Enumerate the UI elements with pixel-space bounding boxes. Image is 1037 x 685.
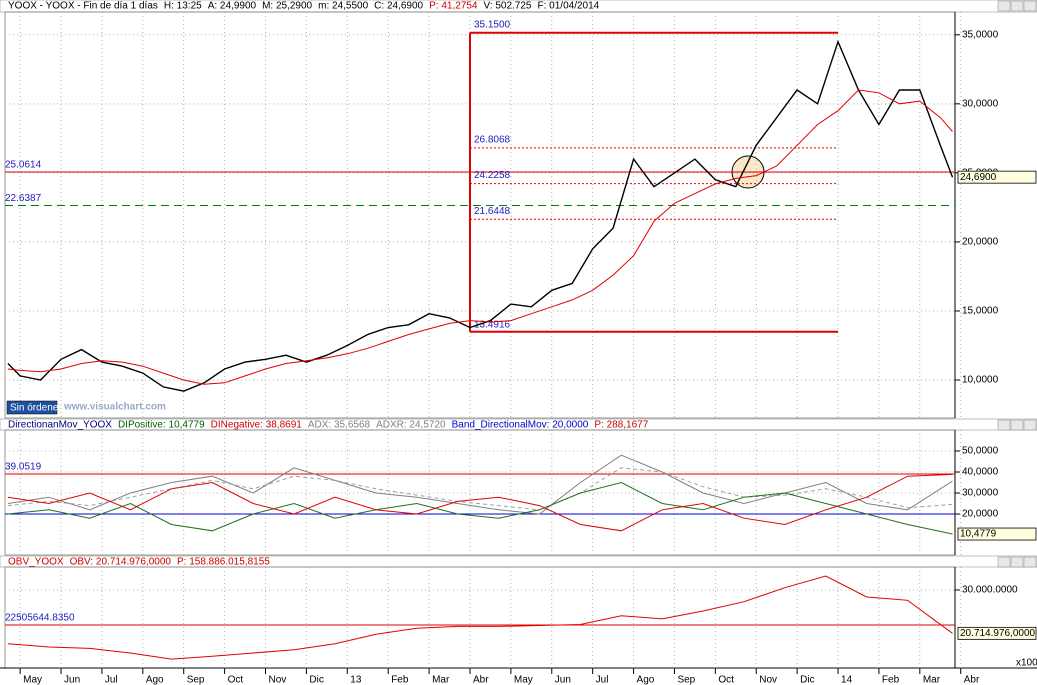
x-tick-label: Jun	[64, 675, 80, 685]
series-line	[7, 575, 953, 660]
level-label: 22.6387	[5, 193, 42, 204]
series-line	[7, 467, 953, 511]
x-tick-label: Oct	[228, 675, 244, 685]
panel-header-text: V: 502.725	[483, 1, 531, 12]
y-tick-label: 10,0000	[962, 375, 999, 386]
panel-header-text: M: 25,2900	[262, 1, 312, 12]
x-tick-label: May	[514, 675, 533, 685]
window-button[interactable]	[997, 556, 1011, 568]
y-tick-label: 30.000.0000	[962, 585, 1018, 596]
panel-header-text: C: 24,6900	[374, 1, 423, 12]
panel-header-text: YOOX - YOOX - Fin de día 1 días	[8, 1, 158, 12]
x-tick-label: Oct	[718, 675, 734, 685]
panel-header-text: DINegative: 38,8691	[211, 420, 303, 431]
last-value-label: 24,6900	[960, 172, 997, 183]
panel-header-text: F: 01/04/2014	[538, 1, 600, 12]
panel-header-text: A: 24,9900	[208, 1, 257, 12]
level-label: 22505644.8350	[5, 613, 75, 624]
last-value-label: 10,4779	[960, 529, 997, 540]
orders-button-label: Sin órdenes	[10, 403, 63, 414]
window-button[interactable]	[997, 0, 1011, 12]
window-button[interactable]	[1023, 556, 1037, 568]
series-line	[7, 481, 953, 535]
x-tick-label: Feb	[391, 675, 409, 685]
panel-header-text: ADX: 35,6568	[308, 420, 371, 431]
level-label: 39.0519	[5, 462, 42, 473]
fib-label: 13.4916	[474, 319, 511, 330]
panel-header-text: P: 41,2754	[429, 1, 478, 12]
window-button[interactable]	[997, 419, 1011, 431]
x-tick-label: Ago	[637, 675, 655, 685]
series-line	[7, 454, 953, 515]
window-button[interactable]	[1010, 556, 1024, 568]
x-tick-label: Dic	[800, 675, 814, 685]
x-tick-label: Sep	[677, 675, 695, 685]
watermark: www.visualchart.com	[63, 402, 166, 413]
orders-button[interactable]	[6, 400, 58, 415]
panel-header-text: ADXR: 24,5720	[376, 420, 446, 431]
x-tick-label: Abr	[964, 675, 980, 685]
scale-note: x1000	[1016, 658, 1037, 669]
y-tick-label: 20,0000	[962, 237, 999, 248]
fib-label: 35.1500	[474, 19, 511, 30]
x-tick-label: 13	[350, 675, 362, 685]
fib-label: 26.8068	[474, 135, 511, 146]
y-tick-label: 50,0000	[962, 446, 999, 457]
x-tick-label: Dic	[309, 675, 323, 685]
x-tick-label: Sep	[187, 675, 205, 685]
fib-label: 21.6448	[474, 206, 511, 217]
x-tick-label: Mar	[923, 675, 941, 685]
y-tick-label: 15,0000	[962, 306, 999, 317]
panel-header-text: P: 158.886.015,8155	[177, 557, 270, 568]
y-tick-label: 30,0000	[962, 98, 999, 109]
series-line	[7, 473, 953, 532]
last-value-box	[957, 170, 1037, 184]
series-line	[7, 39, 954, 392]
y-tick-label: 35,0000	[962, 29, 999, 40]
window-button[interactable]	[1023, 0, 1037, 12]
y-tick-label: 20,0000	[962, 509, 999, 520]
x-tick-label: May	[23, 675, 42, 685]
panel-header-text: OBV: 20.714.976,0000	[70, 557, 172, 568]
x-tick-label: Jul	[105, 675, 118, 685]
panel-header-text: DIPositive: 10,4779	[118, 420, 205, 431]
x-tick-label: Ago	[146, 675, 164, 685]
last-value-box	[957, 527, 1037, 541]
x-tick-label: 14	[841, 675, 853, 685]
x-tick-label: Jul	[596, 675, 609, 685]
x-tick-label: Jun	[555, 675, 571, 685]
panel-header-text: m: 24,5500	[318, 1, 368, 12]
window-button[interactable]	[1023, 419, 1037, 431]
series-line	[7, 89, 953, 385]
y-tick-label: 30,0000	[962, 488, 999, 499]
panel-header-text: H: 13:25	[164, 1, 202, 12]
last-value-box	[957, 626, 1037, 640]
panel-header-text: OBV_YOOX	[8, 557, 64, 568]
level-label: 25.0614	[5, 160, 42, 171]
x-tick-label: Abr	[473, 675, 489, 685]
fib-label: 24.2258	[474, 170, 511, 181]
window-button[interactable]	[1010, 419, 1024, 431]
x-tick-label: Feb	[882, 675, 900, 685]
panel-header-text: DirectionanMov_YOOX	[8, 420, 112, 431]
panel-header-text: P: 288,1677	[594, 420, 648, 431]
last-value-label: 20.714.976,0000	[960, 628, 1036, 639]
x-tick-label: Mar	[432, 675, 450, 685]
panel-header-text: Band_DirectionalMov: 20,0000	[452, 420, 589, 431]
x-tick-label: Nov	[759, 675, 777, 685]
window-button[interactable]	[1010, 0, 1024, 12]
x-tick-label: Nov	[269, 675, 287, 685]
y-tick-label: 40,0000	[962, 467, 999, 478]
